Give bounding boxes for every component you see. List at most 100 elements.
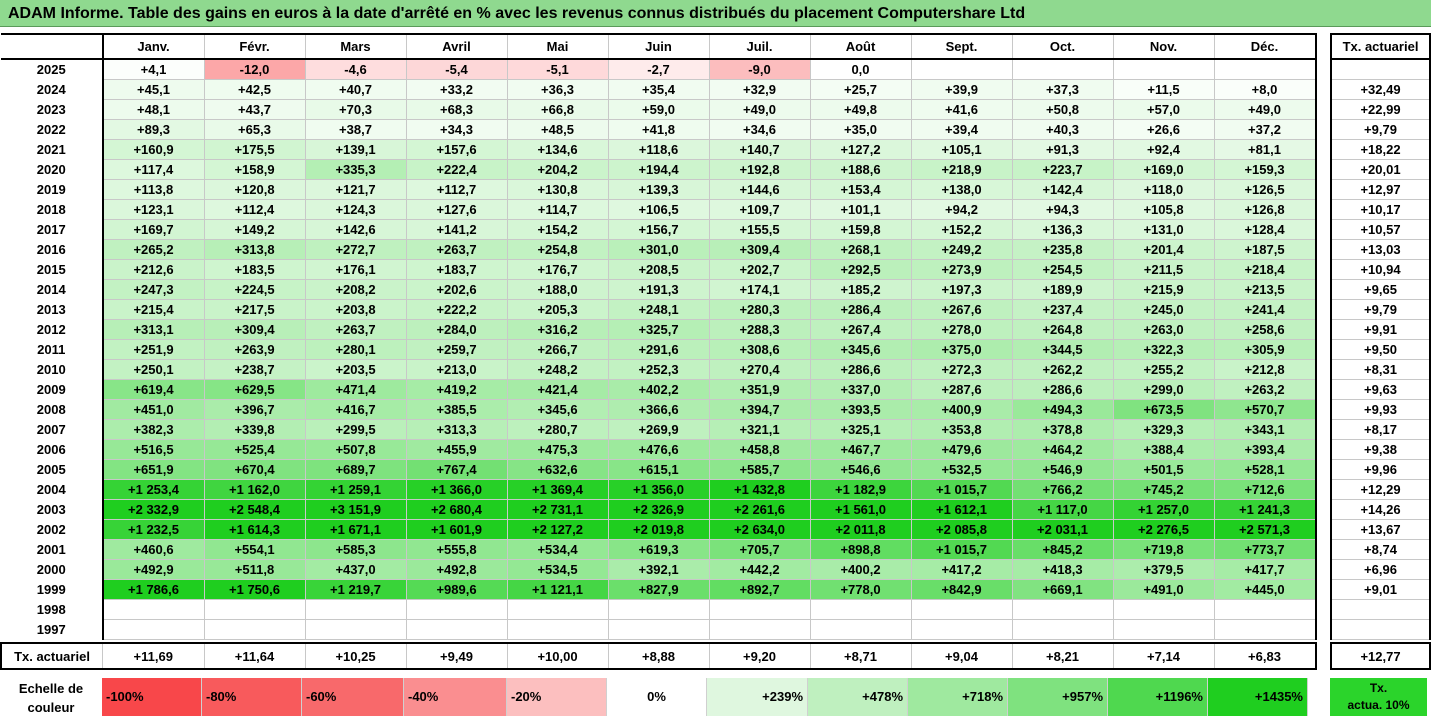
gain-cell: +417,2 — [911, 560, 1012, 580]
year-row: 2008 +451,0 +396,7 +416,7 +385,5 +345,6 +366,6… — [1, 400, 1316, 420]
gain-cell: +321,1 — [709, 420, 810, 440]
year-row: 2007 +382,3 +339,8 +299,5 +313,3 +280,7 +269,9… — [1, 420, 1316, 440]
gain-cell: +68,3 — [406, 100, 507, 120]
gain-cell: +213,0 — [406, 360, 507, 380]
gain-cell: +419,2 — [406, 380, 507, 400]
gain-cell: +189,9 — [1012, 280, 1113, 300]
gain-cell: +270,4 — [709, 360, 810, 380]
year-label: 2022 — [1, 120, 103, 140]
year-label: 2010 — [1, 360, 103, 380]
gain-cell: +152,2 — [911, 220, 1012, 240]
gain-cell: +745,2 — [1113, 480, 1214, 500]
gain-cell — [911, 620, 1012, 640]
year-row: 1998 — [1, 600, 1316, 620]
gain-cell: +309,4 — [709, 240, 810, 260]
year-row: 2023 +48,1 +43,7 +70,3 +68,3 +66,8 +59,0 +49,0 +… — [1, 100, 1316, 120]
gain-cell: +378,8 — [1012, 420, 1113, 440]
gain-cell: +464,2 — [1012, 440, 1113, 460]
gain-cell: +335,3 — [305, 160, 406, 180]
gain-cell: +329,3 — [1113, 420, 1214, 440]
gain-cell: +8,0 — [1214, 80, 1316, 100]
gain-cell: +2 571,3 — [1214, 520, 1316, 540]
year-row: 2009 +619,4 +629,5 +471,4 +419,2 +421,4 +402,2… — [1, 380, 1316, 400]
gain-cell: +263,2 — [1214, 380, 1316, 400]
gain-cell — [1012, 620, 1113, 640]
scale-stop: +718% — [908, 678, 1008, 716]
year-row: 1999 +1 786,6 +1 750,6 +1 219,7 +989,6 +1 121… — [1, 580, 1316, 600]
gain-cell: +475,3 — [507, 440, 608, 460]
gain-cell: +264,8 — [1012, 320, 1113, 340]
month-header: Avril — [406, 34, 507, 59]
gain-cell: +160,9 — [103, 140, 205, 160]
gain-cell: +458,8 — [709, 440, 810, 460]
gain-cell: +49,0 — [1214, 100, 1316, 120]
gain-cell: +4,1 — [103, 59, 205, 80]
tx-actuariel-cell: +9,01 — [1331, 580, 1430, 600]
gain-cell — [1214, 600, 1316, 620]
gain-cell: +394,7 — [709, 400, 810, 420]
gain-cell: +615,1 — [608, 460, 709, 480]
tx-actuariel-cell — [1331, 600, 1430, 620]
gain-cell: +262,2 — [1012, 360, 1113, 380]
gain-cell: +827,9 — [608, 580, 709, 600]
gain-cell: +898,8 — [810, 540, 911, 560]
gain-cell: +139,3 — [608, 180, 709, 200]
gain-cell: +1 182,9 — [810, 480, 911, 500]
gain-cell: +158,9 — [204, 160, 305, 180]
gain-cell — [608, 620, 709, 640]
gain-cell: +65,3 — [204, 120, 305, 140]
year-label: 2013 — [1, 300, 103, 320]
gain-cell — [1214, 620, 1316, 640]
gain-cell — [507, 620, 608, 640]
gain-cell: +673,5 — [1113, 400, 1214, 420]
year-row: 2015 +212,6 +183,5 +176,1 +183,7 +176,7 +208,5… — [1, 260, 1316, 280]
tx-actuariel-cell: +10,17 — [1331, 200, 1430, 220]
gain-cell: +185,2 — [810, 280, 911, 300]
gain-cell: +222,2 — [406, 300, 507, 320]
gain-cell: +105,1 — [911, 140, 1012, 160]
gain-cell: +1 232,5 — [103, 520, 205, 540]
gain-cell: -9,0 — [709, 59, 810, 80]
gain-cell: +112,4 — [204, 200, 305, 220]
footer-tx-total: +12,77 — [1331, 643, 1430, 669]
gain-cell: +48,5 — [507, 120, 608, 140]
gain-cell: +287,6 — [911, 380, 1012, 400]
footer-tx-cell: +8,71 — [810, 643, 911, 669]
gain-cell — [103, 600, 205, 620]
gain-cell: +223,7 — [1012, 160, 1113, 180]
gain-cell: +38,7 — [305, 120, 406, 140]
tx-actuariel-header: Tx. actuariel — [1331, 34, 1430, 59]
tx-actuariel-cell — [1331, 59, 1430, 80]
gain-cell: +299,0 — [1113, 380, 1214, 400]
gain-cell: +138,0 — [911, 180, 1012, 200]
scale-stop: -100% — [102, 678, 202, 716]
gain-cell: +41,6 — [911, 100, 1012, 120]
tx-actuariel-cell: +10,94 — [1331, 260, 1430, 280]
gain-cell: +1 369,4 — [507, 480, 608, 500]
gain-cell: +1 612,1 — [911, 500, 1012, 520]
gain-cell: +57,0 — [1113, 100, 1214, 120]
year-label: 2017 — [1, 220, 103, 240]
gain-cell: +176,7 — [507, 260, 608, 280]
footer-label: Tx. actuariel — [1, 643, 103, 669]
gain-cell: +546,9 — [1012, 460, 1113, 480]
gain-cell: +254,8 — [507, 240, 608, 260]
report-title: ADAM Informe. Table des gains en euros à… — [0, 0, 1431, 27]
gain-cell: +169,7 — [103, 220, 205, 240]
gain-cell: +176,1 — [305, 260, 406, 280]
gain-cell: +134,6 — [507, 140, 608, 160]
gain-cell: +2 261,6 — [709, 500, 810, 520]
gain-cell: +1 015,7 — [911, 540, 1012, 560]
gain-cell: +534,4 — [507, 540, 608, 560]
month-header: Déc. — [1214, 34, 1316, 59]
gain-cell: +50,8 — [1012, 100, 1113, 120]
gain-cell: +114,7 — [507, 200, 608, 220]
gain-cell: +245,0 — [1113, 300, 1214, 320]
gain-cell: +345,6 — [810, 340, 911, 360]
gain-cell: +202,7 — [709, 260, 810, 280]
tx-actuariel-cell: +8,74 — [1331, 540, 1430, 560]
gain-cell: +842,9 — [911, 580, 1012, 600]
year-label: 2023 — [1, 100, 103, 120]
gain-cell: +217,5 — [204, 300, 305, 320]
gain-cell: +325,7 — [608, 320, 709, 340]
